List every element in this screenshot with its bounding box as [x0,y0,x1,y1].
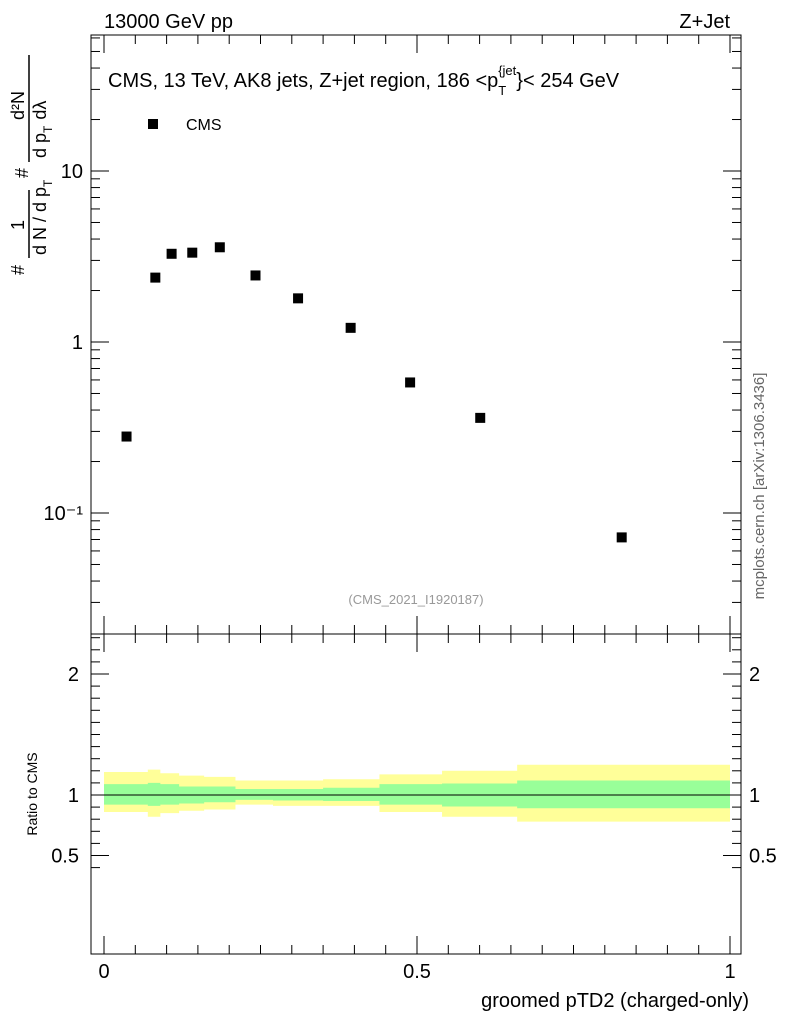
ylabel-den-text: d N / d p [30,187,50,255]
data-point [150,272,161,283]
process-label: Z+Jet [679,11,730,33]
ratio-y-tick-label-right: 1 [749,785,760,807]
mcplots-side-label: mcplots.cern.ch [arXiv:1306.3436] [751,373,768,600]
ratio-y-tick-label-right: 2 [749,664,760,686]
main-y-tick-label: 10 [61,161,83,183]
legend-label: CMS [186,117,222,134]
data-point [187,247,198,258]
data-point [121,431,132,442]
x-axis-label: groomed pTD2 (charged-only) [481,990,749,1012]
data-point [475,412,486,423]
main-y-axis-label: # 1 d N / d pT # d²N d pTdλ [8,55,55,275]
ylabel-hash: # [8,265,28,275]
plot-title-suffix: }< 254 GeV [516,70,620,92]
ylabel-num-bot-sub: T [41,125,55,133]
ratio-y-tick-label: 1 [68,785,79,807]
ylabel-one: 1 [8,220,28,230]
main-y-tick-label: 10⁻¹ [44,503,84,525]
ratio-plot-panel: 0.5 0.5 1 1 2 2 0 0.5 1 Ratio to CMS groomed pT… [24,633,777,1012]
data-point [345,322,356,333]
ylabel-hash-2: # [12,168,32,178]
data-point [616,532,627,543]
ratio-y-axis-label: Ratio to CMS [24,752,40,835]
data-point [250,270,261,281]
energy-label: 13000 GeV pp [104,11,233,33]
legend-marker [148,119,158,129]
ratio-y-tick-label: 2 [68,664,79,686]
ratio-y-tick-label-right: 0.5 [749,846,777,868]
plot-title-sub: T [498,83,506,98]
data-point [405,377,416,388]
plot-title: CMS, 13 TeV, AK8 jets, Z+jet region, 186… [108,63,620,98]
ratio-plot-frame [90,633,742,955]
ylabel-numerator: d²N [8,91,28,120]
ylabel-num-bottom: d pTdλ [30,101,55,158]
ratio-x-tick-label: 1 [724,961,735,983]
data-point [214,242,225,253]
ylabel-den-sub: T [41,179,55,187]
main-y-tick-label: 1 [72,332,83,354]
ratio-stat-uncertainty-band [104,780,730,809]
ylabel-denominator: d N / d pT [30,179,55,255]
data-point [166,248,177,259]
ylabel-num-bot-text: d p [30,133,50,158]
plot-title-sup: {jet [498,63,516,78]
data-point [293,293,304,304]
plot-title-prefix: CMS, 13 TeV, AK8 jets, Z+jet region, 186… [108,70,498,92]
ylabel-lambda: dλ [30,101,50,120]
analysis-watermark: (CMS_2021_I1920187) [348,592,483,607]
ratio-x-tick-label: 0.5 [403,961,431,983]
ratio-x-tick-label: 0 [98,961,109,983]
main-plot-panel: 10⁻¹ 1 10 CMS, 13 TeV, AK8 jets, Z+jet reg… [8,34,742,635]
ratio-y-tick-label: 0.5 [51,846,79,868]
